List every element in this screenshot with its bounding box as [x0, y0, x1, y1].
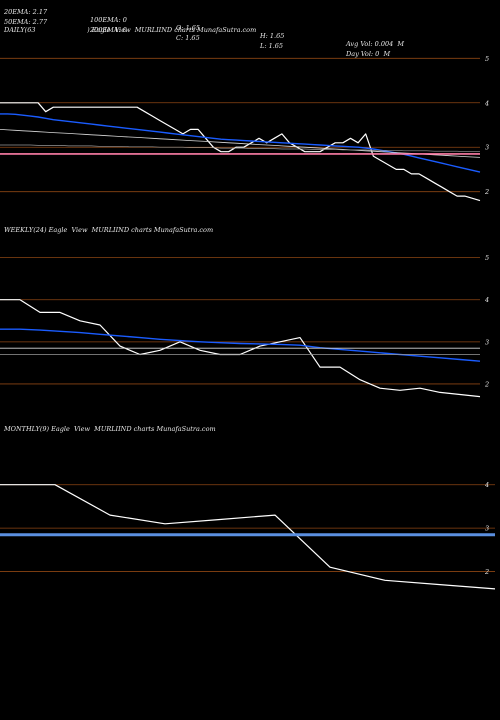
- weekly-y-tick-label: 2: [484, 380, 489, 388]
- daily-ema-blue-line: [0, 113, 481, 173]
- daily-panel-title: DAILY(63 ) Eagle View MURLIIND charts Mu…: [4, 26, 257, 34]
- close-label: C: 1.65: [176, 34, 200, 42]
- header-row-1: 20EMA: 2.17 100EMA: 0 O: 1.65 H: 1.65 Av…: [0, 0, 500, 48]
- monthly-price-line: [0, 484, 496, 590]
- avg-vol-label: Avg Vol: 0.004 M: [346, 40, 405, 48]
- ema100-label: 100EMA: 0: [90, 16, 127, 24]
- ema50-label: 50EMA: 2.77: [4, 18, 48, 26]
- low-label: L: 1.65: [260, 42, 284, 50]
- weekly-y-tick-label: 5: [485, 254, 489, 262]
- ema20-label: 20EMA: 2.17: [4, 8, 48, 16]
- weekly-panel: 5 4 3 2: [0, 254, 489, 398]
- weekly-ema-blue-line: [0, 328, 481, 362]
- day-vol-label: Day Vol: 0 M: [346, 50, 391, 58]
- daily-price-line: [0, 102, 481, 202]
- daily-y-tick-label: 4: [484, 99, 489, 107]
- daily-y-tick-label: 5: [485, 55, 489, 63]
- daily-y-tick-label: 2: [484, 188, 489, 196]
- daily-ema-white-line: [0, 129, 481, 158]
- open-label: O: 1.65: [176, 24, 201, 32]
- weekly-y-tick-label: 4: [484, 296, 489, 304]
- daily-y-tick-label: 3: [485, 144, 489, 152]
- monthly-y-tick-label: 2: [484, 568, 489, 576]
- high-label: H: 1.65: [260, 32, 285, 40]
- weekly-y-tick-label: 3: [485, 338, 489, 346]
- weekly-panel-title: WEEKLY(24) Eagle View MURLIIND charts Mu…: [4, 226, 214, 234]
- monthly-y-tick-label: 4: [484, 481, 489, 489]
- header-row-2: 50EMA: 2.77 200EMA: 0 C: 1.65 L: 1.65 Da…: [0, 10, 500, 58]
- daily-ema-grey-line: [0, 144, 480, 153]
- monthly-panel: 4 3 2: [0, 481, 496, 590]
- monthly-y-tick-label: 3: [485, 525, 489, 533]
- daily-panel: 5 4 3 2: [0, 55, 489, 202]
- ema200-label: 200EMA: 0: [90, 26, 127, 34]
- monthly-panel-title: MONTHLY(9) Eagle View MURLIIND charts Mu…: [4, 425, 216, 433]
